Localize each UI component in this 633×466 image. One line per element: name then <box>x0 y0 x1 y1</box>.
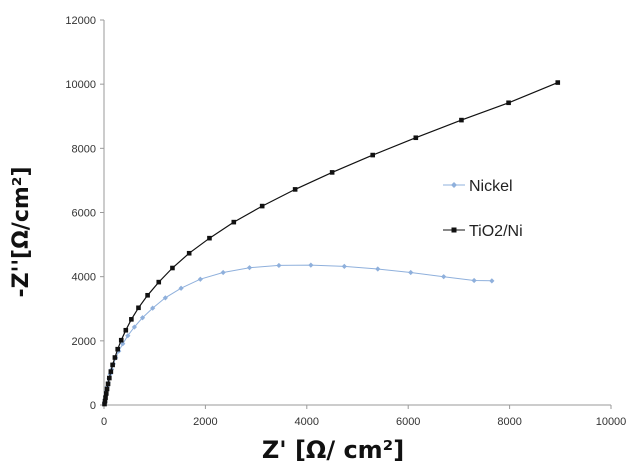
data-point <box>118 337 124 343</box>
x-tick-label: 10000 <box>596 416 627 428</box>
data-point <box>104 386 110 392</box>
x-tick-label: 8000 <box>497 416 521 428</box>
y-tick-label: 4000 <box>72 272 96 284</box>
data-point <box>506 100 511 106</box>
data-point <box>102 398 108 404</box>
data-point <box>103 391 109 396</box>
data-point <box>341 263 347 269</box>
data-point <box>413 135 419 141</box>
data-point <box>178 285 184 291</box>
data-point <box>471 277 477 284</box>
legend-marker <box>451 182 457 188</box>
data-point <box>108 369 114 374</box>
data-point <box>259 203 265 209</box>
plot-area: 0 2000 4000 6000 8000 10000 0 2000 4000 6000 8000 1… <box>65 15 626 428</box>
data-point <box>125 333 131 339</box>
data-point <box>103 395 108 400</box>
data-point <box>489 278 495 284</box>
data-point <box>139 315 146 321</box>
y-tick-label: 10000 <box>65 79 96 91</box>
y-tick-label: 6000 <box>72 208 96 220</box>
data-point <box>308 262 314 268</box>
data-point <box>329 170 335 175</box>
y-axis-title: -Z''[Ω/cm²] <box>9 166 34 297</box>
data-point <box>246 265 253 271</box>
series-tio2-ni <box>102 80 561 407</box>
data-point <box>292 187 298 192</box>
data-point <box>231 219 237 225</box>
series-line <box>104 264 492 404</box>
data-point <box>150 305 156 311</box>
data-point <box>186 250 192 256</box>
y-tick-label: 2000 <box>72 336 96 348</box>
legend-label-nickel: Nickel <box>469 178 513 195</box>
data-point <box>276 262 282 269</box>
data-point <box>131 324 138 330</box>
data-point <box>115 346 120 352</box>
data-point <box>459 117 464 123</box>
data-point <box>220 269 226 276</box>
data-point <box>136 305 141 311</box>
data-point <box>370 152 376 158</box>
legend-marker <box>451 227 457 233</box>
data-point <box>110 362 115 368</box>
data-point <box>207 235 212 241</box>
data-point <box>129 317 134 322</box>
data-point <box>145 292 150 298</box>
legend-label-tio2-ni: TiO2/Ni <box>469 223 523 240</box>
data-point <box>170 265 175 271</box>
y-tick-label: 0 <box>90 400 96 412</box>
x-tick-label: 4000 <box>295 416 319 428</box>
data-point <box>107 375 112 381</box>
data-point <box>156 279 162 285</box>
data-point <box>105 381 111 387</box>
data-point <box>123 327 129 333</box>
legend: Nickel TiO2/Ni <box>443 178 523 240</box>
data-point <box>408 269 414 276</box>
series-line <box>103 82 559 405</box>
x-tick-label: 0 <box>101 416 107 428</box>
data-point <box>112 355 118 360</box>
x-tick-label: 6000 <box>396 416 420 428</box>
data-point <box>555 80 561 85</box>
data-point <box>375 266 381 272</box>
x-axis-title: Z' [Ω/ cm²] <box>262 436 404 464</box>
data-point <box>441 274 447 280</box>
data-point <box>197 276 203 282</box>
x-tick-label: 2000 <box>193 416 217 428</box>
y-tick-label: 8000 <box>72 143 96 155</box>
data-point <box>162 295 168 301</box>
data-point <box>102 401 107 407</box>
y-tick-label: 12000 <box>65 15 96 27</box>
